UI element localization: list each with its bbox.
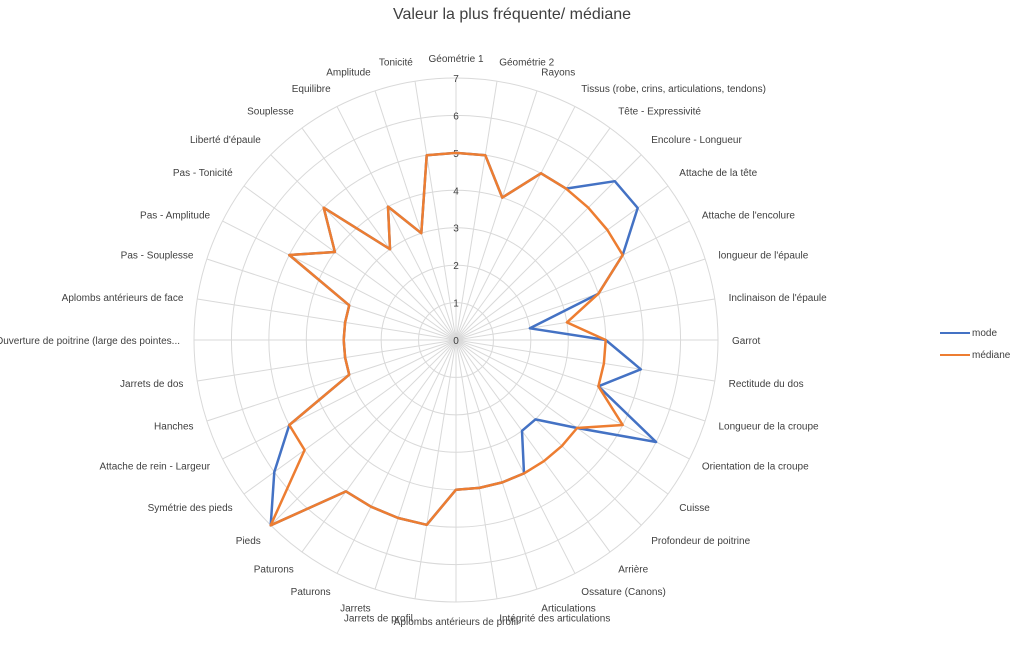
tick-label: 3 bbox=[453, 224, 459, 235]
category-label: Jarrets de dos bbox=[120, 379, 183, 390]
category-label: Amplitude bbox=[326, 68, 371, 79]
category-label: Aplombs antérieurs de profil bbox=[394, 617, 519, 628]
category-label: Articulations bbox=[541, 604, 595, 615]
category-label: Rayons bbox=[541, 68, 575, 79]
category-label: Tissus (robe, crins, articulations, tend… bbox=[581, 84, 766, 95]
radar-tick-labels: 0 1 2 3 4 5 6 7 bbox=[453, 74, 459, 347]
category-label: Profondeur de poitrine bbox=[651, 536, 750, 547]
category-label: Longueur de la croupe bbox=[719, 421, 820, 432]
category-label: Attache de rein - Largeur bbox=[99, 461, 210, 472]
category-label: Attache de la tête bbox=[679, 168, 757, 179]
category-label: Attache de l'encolure bbox=[702, 211, 796, 222]
category-label: Paturons bbox=[291, 587, 331, 598]
tick-label: 1 bbox=[453, 299, 459, 310]
spoke bbox=[301, 127, 457, 341]
category-label: Pas - Tonicité bbox=[173, 168, 233, 179]
tick-label: 7 bbox=[453, 74, 459, 85]
category-label: Intégrité des articulations bbox=[499, 614, 610, 625]
spoke bbox=[270, 339, 457, 526]
legend: mode médiane bbox=[940, 322, 1010, 366]
spoke bbox=[414, 81, 457, 341]
category-label: Paturons bbox=[254, 564, 294, 575]
spoke bbox=[455, 339, 706, 422]
series-line-mediane bbox=[269, 151, 624, 527]
spoke bbox=[455, 339, 498, 599]
spoke bbox=[455, 339, 642, 526]
spoke bbox=[455, 185, 669, 341]
category-label: Equilibre bbox=[292, 84, 331, 95]
tick-label: 4 bbox=[453, 186, 459, 197]
category-label: Arrière bbox=[618, 564, 648, 575]
category-label: Tête - Expressivité bbox=[618, 107, 701, 118]
category-label: Géométrie 2 bbox=[499, 57, 554, 68]
spoke bbox=[243, 339, 457, 495]
spoke bbox=[197, 339, 457, 382]
legend-item-mode: mode bbox=[940, 322, 1010, 344]
category-label: Géométrie 1 bbox=[428, 54, 483, 65]
category-label: Garrot bbox=[732, 336, 761, 347]
spoke bbox=[455, 339, 538, 590]
spoke bbox=[455, 339, 576, 574]
tick-label: 2 bbox=[453, 261, 459, 272]
spoke bbox=[455, 339, 715, 382]
tick-label: 5 bbox=[453, 149, 459, 160]
legend-label-mode: mode bbox=[972, 327, 998, 339]
spoke bbox=[270, 154, 457, 341]
legend-item-mediane: médiane bbox=[940, 344, 1010, 366]
spoke bbox=[336, 106, 457, 341]
category-label: Aplombs antérieurs de face bbox=[62, 293, 184, 304]
spoke bbox=[455, 154, 642, 341]
category-label: Souplesse bbox=[247, 107, 294, 118]
category-label: Rectitude du dos bbox=[729, 379, 804, 390]
spoke bbox=[455, 339, 690, 460]
tick-label: 0 bbox=[453, 336, 459, 347]
spoke bbox=[374, 339, 457, 590]
spoke bbox=[206, 339, 457, 422]
spoke bbox=[455, 106, 576, 341]
legend-label-mediane: médiane bbox=[972, 349, 1011, 361]
category-label: Pieds bbox=[236, 536, 261, 547]
spoke bbox=[455, 339, 611, 553]
spoke bbox=[455, 81, 498, 341]
category-label: Pas - Amplitude bbox=[140, 211, 210, 222]
spoke bbox=[455, 298, 715, 341]
category-label: Hanches bbox=[154, 421, 193, 432]
spoke bbox=[455, 220, 690, 341]
spoke bbox=[455, 127, 611, 341]
spoke bbox=[243, 185, 457, 341]
spoke bbox=[374, 90, 457, 341]
tick-label: 6 bbox=[453, 111, 459, 122]
category-label: Inclinaison de l'épaule bbox=[729, 293, 828, 304]
radar-series bbox=[269, 151, 658, 527]
legend-swatch-mediane bbox=[940, 354, 970, 356]
spoke bbox=[222, 220, 457, 341]
category-label: Pas - Souplesse bbox=[121, 251, 194, 262]
category-label: Cuisse bbox=[679, 503, 710, 514]
category-label: longueur de l'épaule bbox=[719, 251, 809, 262]
category-label: Liberté d'épaule bbox=[190, 135, 261, 146]
spoke bbox=[301, 339, 457, 553]
legend-swatch-mode bbox=[940, 332, 970, 334]
spoke bbox=[455, 258, 706, 341]
spoke bbox=[414, 339, 457, 599]
category-label: Ossature (Canons) bbox=[581, 587, 665, 598]
category-label: Ouverture de poitrine (large des pointes… bbox=[0, 336, 180, 347]
category-label: Jarrets de profil bbox=[344, 614, 413, 625]
category-label: Tonicité bbox=[379, 57, 413, 68]
spoke bbox=[336, 339, 457, 574]
spoke bbox=[455, 339, 669, 495]
spoke bbox=[206, 258, 457, 341]
radar-spokes bbox=[194, 78, 718, 602]
category-label: Symétrie des pieds bbox=[148, 503, 233, 514]
category-label: Jarrets bbox=[340, 604, 371, 615]
category-label: Encolure - Longueur bbox=[651, 135, 742, 146]
chart-title: Valeur la plus fréquente/ médiane bbox=[392, 6, 632, 23]
spoke bbox=[455, 90, 538, 341]
spoke bbox=[222, 339, 457, 460]
category-label: Orientation de la croupe bbox=[702, 461, 809, 472]
spoke bbox=[197, 298, 457, 341]
